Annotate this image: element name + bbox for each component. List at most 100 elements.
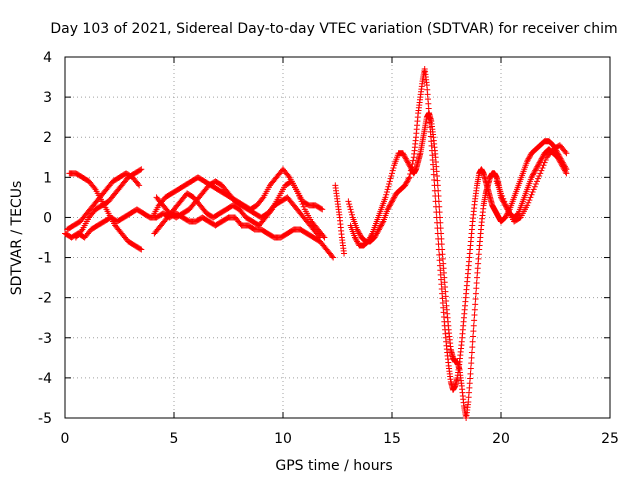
data-point xyxy=(524,158,531,165)
data-point xyxy=(386,178,393,185)
data-point xyxy=(437,225,444,232)
data-point xyxy=(435,193,442,200)
data-point xyxy=(498,190,504,197)
data-point xyxy=(386,202,393,209)
data-point xyxy=(389,197,396,204)
data-point xyxy=(346,203,353,210)
data-point xyxy=(391,194,398,201)
data-point xyxy=(554,154,561,161)
data-point xyxy=(259,195,266,202)
data-point xyxy=(410,157,417,164)
data-point xyxy=(532,181,539,188)
data-point xyxy=(315,233,322,240)
data-point xyxy=(435,198,442,205)
data-point xyxy=(536,159,543,166)
data-point xyxy=(402,155,409,162)
data-point xyxy=(389,198,395,205)
data-point xyxy=(402,182,409,189)
plot-frame xyxy=(64,56,611,419)
data-point xyxy=(561,167,568,174)
data-point xyxy=(349,211,356,218)
data-point xyxy=(526,197,533,204)
data-point xyxy=(536,172,543,179)
data-point xyxy=(538,167,545,174)
data-point xyxy=(530,170,537,177)
data-point xyxy=(353,237,360,244)
data-point xyxy=(400,151,407,158)
data-point xyxy=(471,312,478,319)
data-point xyxy=(437,219,444,226)
y-tick-label: -2 xyxy=(38,291,52,307)
data-point xyxy=(354,238,361,245)
data-point xyxy=(375,227,382,234)
data-point xyxy=(403,156,410,163)
data-point xyxy=(556,156,563,163)
data-point xyxy=(469,344,476,351)
data-point xyxy=(406,162,413,169)
data-point xyxy=(138,166,145,173)
x-tick-label: 10 xyxy=(274,431,292,447)
data-point xyxy=(471,317,478,324)
data-point xyxy=(562,168,569,175)
data-point xyxy=(542,156,549,163)
data-point xyxy=(558,160,565,167)
y-axis-label: SDTVAR / TECUs xyxy=(9,181,25,296)
x-tick-label: 5 xyxy=(170,431,179,447)
y-tick-label: -5 xyxy=(38,411,52,427)
data-point xyxy=(346,201,353,208)
data-point xyxy=(535,162,542,169)
data-point xyxy=(385,183,392,190)
data-point xyxy=(431,177,438,184)
data-point xyxy=(538,155,545,162)
chart-title: Day 103 of 2021, Sidereal Day-to-day VTE… xyxy=(50,21,617,37)
data-point xyxy=(468,354,475,361)
data-point xyxy=(138,246,145,253)
x-axis-label: GPS time / hours xyxy=(275,458,392,474)
data-point xyxy=(436,257,443,264)
data-point xyxy=(375,226,382,233)
data-point xyxy=(499,193,506,200)
data-point xyxy=(436,209,443,216)
data-point xyxy=(537,170,544,177)
data-point xyxy=(471,306,478,313)
data-point xyxy=(500,195,507,202)
data-point xyxy=(317,234,324,241)
data-point xyxy=(436,251,443,258)
tick-marks xyxy=(64,56,611,419)
data-point xyxy=(378,222,385,229)
data-point xyxy=(532,167,539,174)
data-point xyxy=(472,296,479,303)
data-point xyxy=(467,365,474,372)
data-point xyxy=(502,214,509,221)
data-point xyxy=(472,290,479,297)
data-point xyxy=(534,163,541,170)
data-point xyxy=(531,168,538,175)
data-point xyxy=(528,191,535,198)
data-point xyxy=(436,203,443,210)
data-point xyxy=(501,198,508,205)
data-point xyxy=(367,233,374,240)
data-point xyxy=(376,225,383,232)
data-point xyxy=(329,253,336,260)
data-point xyxy=(297,195,304,202)
data-point xyxy=(563,170,570,177)
data-point xyxy=(438,235,445,242)
data-point xyxy=(330,254,337,261)
data-point xyxy=(526,154,533,161)
data-point xyxy=(385,205,392,212)
data-point xyxy=(367,234,374,241)
data-point xyxy=(379,219,386,226)
data-point xyxy=(559,163,566,170)
data-point xyxy=(540,162,547,169)
data-point xyxy=(299,201,306,208)
data-point xyxy=(318,205,325,212)
data-point xyxy=(295,190,302,197)
data-point xyxy=(470,328,477,335)
y-tick-label: -3 xyxy=(38,331,52,347)
data-point xyxy=(467,370,474,377)
data-point xyxy=(402,181,409,188)
data-point xyxy=(524,202,531,209)
data-point xyxy=(387,201,394,208)
data-point xyxy=(560,164,567,171)
data-point xyxy=(384,186,391,193)
